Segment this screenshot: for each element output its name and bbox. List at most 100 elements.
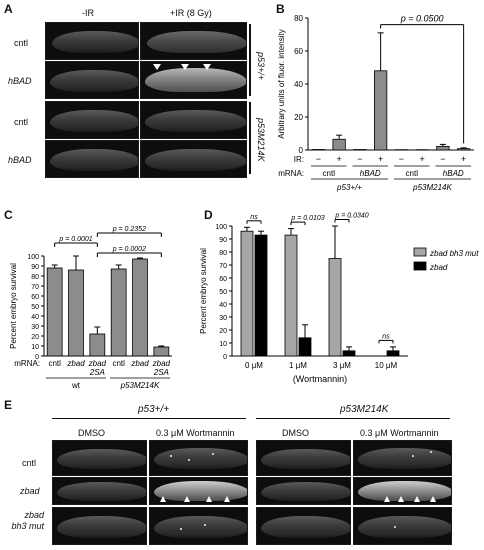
chart-b: 0 20 40 60 80 Arbitrary units of fluor. inten… <box>277 14 474 192</box>
y-tick-label: 40 <box>31 314 39 321</box>
panel-a-col-header-1: -IR <box>82 8 94 18</box>
micrograph-e-10 <box>149 507 248 545</box>
p-value-label: ns <box>382 333 390 340</box>
micrograph-a-6 <box>140 101 247 139</box>
y-tick-label: 20 <box>31 334 39 341</box>
arrowhead-icon <box>153 64 161 70</box>
ir-tick-label: − <box>357 154 362 164</box>
panel-a-row-label-2: hBAD <box>8 76 32 86</box>
category-label: 2SA <box>153 368 169 377</box>
arrowhead-icon <box>203 64 211 70</box>
y-tick-label: 20 <box>294 113 303 122</box>
p-value-label: p = 0.0340 <box>334 213 368 220</box>
bar <box>342 350 356 357</box>
genotype-label: wt <box>71 381 81 390</box>
y-tick-label: 100 <box>27 254 39 261</box>
genotype-label: p53M214K <box>412 183 452 192</box>
arrowhead-icon <box>160 496 166 502</box>
genotype-label-wt: p53+/+ <box>256 52 266 81</box>
legend-label: zbad bh3 mut <box>429 249 479 258</box>
arrowhead-icon <box>430 496 436 502</box>
y-tick-label: 30 <box>31 324 39 331</box>
p-value-label: p = 0.0002 <box>112 246 146 253</box>
chart-d: 0 10 20 30 40 50 60 70 80 90 100 Percent embryo sur… <box>199 213 479 385</box>
y-tick-label: 80 <box>294 14 303 23</box>
micrograph-a-1 <box>45 22 139 60</box>
x-axis-label: (Wortmannin) <box>293 374 347 384</box>
arrowhead-icon <box>384 496 390 502</box>
micrograph-e-11 <box>256 507 351 545</box>
micrograph-a-7 <box>45 140 139 178</box>
genotype-label: p53M214K <box>120 381 160 390</box>
y-tick-label: 0 <box>223 354 227 361</box>
panel-e-row-label-1: cntl <box>22 458 37 468</box>
micrograph-e-4 <box>353 440 452 476</box>
micrograph-e-8 <box>353 477 452 505</box>
mrna-group-label: hBAD <box>443 169 464 178</box>
bar <box>284 234 298 357</box>
mrna-group-label: cntl <box>406 169 419 178</box>
bar <box>110 268 127 357</box>
panel-a-col-header-2: +IR (8 Gy) <box>170 8 212 18</box>
category-label: zbad <box>130 359 149 368</box>
panel-e-row-label-3: zbad bh3 mut <box>11 510 44 531</box>
panel-e-genotype-wt: p53+/+ <box>138 404 170 415</box>
panel-e-row-label-2: zbad <box>20 486 40 496</box>
p-value-label: p = 0.0001 <box>58 236 92 243</box>
ir-tick-label: + <box>378 154 383 164</box>
y-axis-label: Percent embryo survival <box>9 263 18 349</box>
arrowhead-icon <box>181 64 189 70</box>
bar <box>328 258 342 357</box>
y-tick-label: 60 <box>219 276 227 283</box>
bar <box>374 70 388 151</box>
genotype-label-mut: p53M214K <box>256 118 266 162</box>
panel-e-label: E <box>4 398 13 412</box>
bar <box>132 258 148 357</box>
category-label: zbad <box>152 359 171 368</box>
legend-swatch <box>413 261 427 271</box>
legend-label: zbad <box>429 263 448 272</box>
genotype-bracket <box>52 418 246 419</box>
y-tick-label: 100 <box>215 224 227 231</box>
category-label: zbad <box>66 359 85 368</box>
category-label: cntl <box>48 359 61 368</box>
p-value-label: p = 0.2352 <box>112 226 146 233</box>
panel-e-col-header-3: DMSO <box>282 428 309 438</box>
y-tick-label: 70 <box>31 284 39 291</box>
y-axis-label: Percent embryo survival <box>199 248 208 334</box>
panel-e-col-header-2: 0.3 μM Wortmannin <box>156 428 235 438</box>
panel-e-col-header-4: 0.3 μM Wortmannin <box>360 428 439 438</box>
legend-swatch <box>413 247 427 257</box>
genotype-bracket <box>256 418 450 419</box>
bar <box>456 148 471 151</box>
y-tick-label: 60 <box>31 294 39 301</box>
category-label: 1 μM <box>289 361 307 370</box>
panel-e-col-header-1: DMSO <box>78 428 105 438</box>
y-tick-label: 0 <box>35 354 39 361</box>
ir-tick-label: + <box>336 154 341 164</box>
genotype-bracket <box>249 24 251 96</box>
bar <box>332 138 346 151</box>
panel-a-row-label-1: cntl <box>14 38 29 48</box>
y-tick-label: 30 <box>219 315 227 322</box>
p-value-label: p = 0.0103 <box>290 215 324 222</box>
arrowhead-icon <box>414 496 420 502</box>
mrna-group-label: hBAD <box>360 169 381 178</box>
panel-c-label: C <box>4 208 13 222</box>
ir-tick-label: − <box>440 154 445 164</box>
y-tick-label: 40 <box>294 80 303 89</box>
y-tick-label: 60 <box>294 47 303 56</box>
micrograph-e-9 <box>52 507 147 545</box>
mrna-row-label: mRNA: <box>14 359 40 368</box>
micrograph-a-2 <box>140 22 247 60</box>
panel-a-label: A <box>4 2 13 16</box>
bar <box>89 333 106 357</box>
y-tick-label: 70 <box>219 263 227 270</box>
category-label: 3 μM <box>333 361 351 370</box>
micrograph-e-12 <box>353 507 452 545</box>
genotype-label: p53+/+ <box>336 183 362 192</box>
p-value-label: ns <box>250 214 258 221</box>
y-tick-label: 10 <box>219 341 227 348</box>
micrograph-e-2 <box>149 440 248 476</box>
y-tick-label: 80 <box>219 250 227 257</box>
